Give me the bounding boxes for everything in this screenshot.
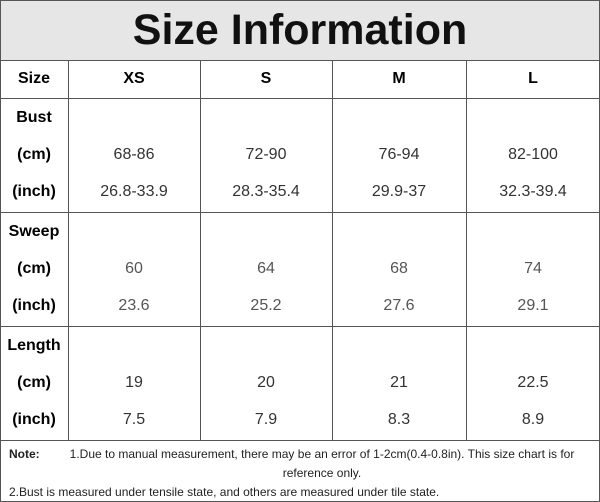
size-value: 8.3 (387, 411, 411, 428)
size-value: 32.3-39.4 (499, 183, 567, 200)
size-value: 29.9-37 (371, 183, 427, 200)
size-value: 27.6 (383, 297, 415, 314)
header-cell: Size (17, 70, 51, 87)
row-line (0, 98, 600, 99)
note: Note: 1.Due to manual measurement, there… (1, 441, 599, 501)
size-value: 7.9 (254, 411, 278, 428)
row-line (0, 326, 600, 327)
size-value: 74 (524, 260, 542, 277)
unit-label: (cm) (17, 146, 51, 163)
section-label: Bust (16, 109, 52, 126)
border-line (0, 440, 1, 502)
size-value: 72-90 (245, 146, 287, 163)
size-value: 68-86 (113, 146, 155, 163)
unit-label: (inch) (12, 297, 56, 314)
note-line: 1.Due to manual measurement, there may b… (69, 447, 575, 480)
col-line (0, 60, 1, 440)
col-line (200, 60, 201, 440)
section-label: Sweep (8, 223, 60, 240)
size-value: 64 (257, 260, 275, 277)
header-cell: XS (123, 70, 145, 87)
size-value: 23.6 (118, 297, 150, 314)
unit-label: (inch) (12, 411, 56, 428)
header-cell: M (392, 70, 406, 87)
size-value: 29.1 (517, 297, 549, 314)
row-line (0, 212, 600, 213)
size-value: 68 (390, 260, 408, 277)
unit-label: (inch) (12, 183, 56, 200)
size-value: 21 (390, 374, 408, 391)
size-value: 25.2 (250, 297, 282, 314)
unit-label: (cm) (17, 374, 51, 391)
size-value: 28.3-35.4 (232, 183, 300, 200)
row-line (0, 440, 600, 441)
size-value: 20 (257, 374, 275, 391)
size-value: 19 (125, 374, 143, 391)
section-label: Length (7, 337, 61, 354)
title: Size Information (0, 0, 600, 61)
size-value: 8.9 (521, 411, 545, 428)
col-line (68, 60, 69, 440)
header-cell: L (528, 70, 538, 87)
size-value: 76-94 (378, 146, 420, 163)
size-value: 7.5 (122, 411, 146, 428)
size-value: 22.5 (517, 374, 549, 391)
col-line (466, 60, 467, 440)
unit-label: (cm) (17, 260, 51, 277)
size-value: 60 (125, 260, 143, 277)
size-value: 82-100 (508, 146, 558, 163)
note-line: 2.Bust is measured under tensile state, … (9, 485, 440, 499)
note-label: Note: (9, 447, 40, 461)
size-value: 26.8-33.9 (100, 183, 168, 200)
header-cell: S (260, 70, 272, 87)
col-line (332, 60, 333, 440)
